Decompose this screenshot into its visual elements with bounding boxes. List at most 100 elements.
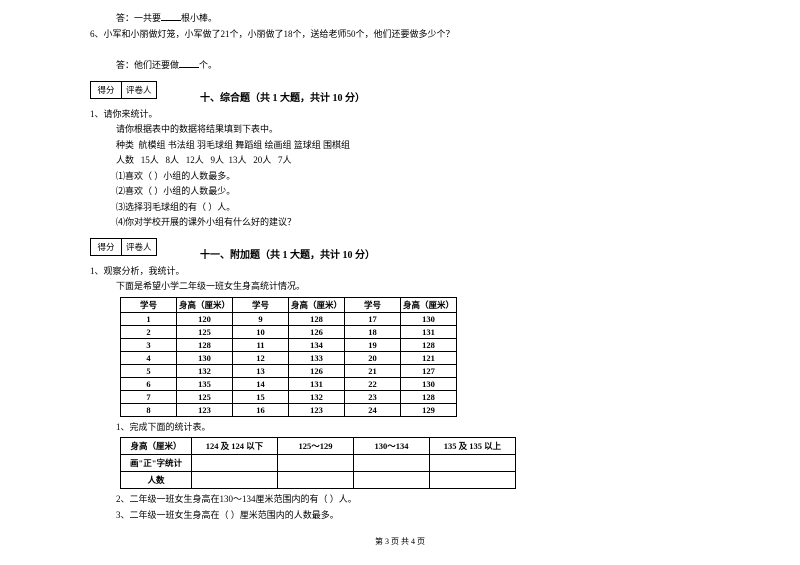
table-row: 画"正"字统计 xyxy=(121,455,516,472)
td: 123 xyxy=(177,403,233,416)
th: 学号 xyxy=(121,297,177,312)
td: 3 xyxy=(121,338,177,351)
s11-sub3: 3、二年级一班女生身高在（ ）厘米范围内的人数最多。 xyxy=(116,509,710,523)
td: 128 xyxy=(177,338,233,351)
question-6: 6、小军和小丽做灯笼，小军做了21个，小丽做了18个，送给老师50个，他们还要做… xyxy=(90,28,710,42)
td: 123 xyxy=(289,403,345,416)
s10-q1a: 请你根据表中的数据将结果填到下表中。 xyxy=(116,123,710,137)
td: 128 xyxy=(289,312,345,325)
td: 19 xyxy=(345,338,401,351)
blank-field xyxy=(179,57,199,68)
td: 23 xyxy=(345,390,401,403)
td: 120 xyxy=(177,312,233,325)
s10-nums: 人数 15人 8人 12人 9人 13人 20人 7人 xyxy=(116,154,710,168)
section-10-title: 十、综合题（共 1 大题，共计 10 分） xyxy=(200,91,710,106)
page-content: 答：一共要 根小棒。 6、小军和小丽做灯笼，小军做了21个，小丽做了18个，送给老… xyxy=(0,0,800,547)
td: 13 xyxy=(233,364,289,377)
td: 22 xyxy=(345,377,401,390)
td: 134 xyxy=(289,338,345,351)
td: 131 xyxy=(401,325,457,338)
score-cell-grader: 评卷人 xyxy=(122,239,156,255)
th: 130～134 xyxy=(354,438,430,455)
td xyxy=(430,455,516,472)
table-row: 身高（厘米） 124 及 124 以下 125～129 130～134 135 … xyxy=(121,438,516,455)
th: 学号 xyxy=(345,297,401,312)
s11-q1a: 下面是希望小学二年级一班女生身高统计情况。 xyxy=(116,280,710,294)
table-row: 21251012618131 xyxy=(121,325,457,338)
td: 121 xyxy=(401,351,457,364)
td: 20 xyxy=(345,351,401,364)
td: 2 xyxy=(121,325,177,338)
table-header-row: 学号 身高（厘米） 学号 身高（厘米） 学号 身高（厘米） xyxy=(121,297,457,312)
th: 125～129 xyxy=(278,438,354,455)
td: 1 xyxy=(121,312,177,325)
td: 21 xyxy=(345,364,401,377)
td: 132 xyxy=(177,364,233,377)
td: 132 xyxy=(289,390,345,403)
score-box: 得分 评卷人 xyxy=(90,81,157,99)
td: 6 xyxy=(121,377,177,390)
ans1-prefix: 答：一共要 xyxy=(116,13,161,23)
th: 124 及 124 以下 xyxy=(192,438,278,455)
td: 8 xyxy=(121,403,177,416)
td: 128 xyxy=(401,390,457,403)
th: 身高（厘米） xyxy=(121,438,192,455)
table-row: 61351413122130 xyxy=(121,377,457,390)
s11-q1: 1、观察分析，我统计。 xyxy=(90,265,710,279)
td: 135 xyxy=(177,377,233,390)
td: 17 xyxy=(345,312,401,325)
td: 10 xyxy=(233,325,289,338)
th: 身高（厘米） xyxy=(289,297,345,312)
table-row: 41301213320121 xyxy=(121,351,457,364)
td xyxy=(354,472,430,489)
td: 5 xyxy=(121,364,177,377)
th: 人数 xyxy=(121,472,192,489)
s10-i1: ⑴喜欢（ ）小组的人数最多。 xyxy=(116,170,710,184)
ans1-suffix: 根小棒。 xyxy=(181,13,217,23)
table-row: 31281113419128 xyxy=(121,338,457,351)
td: 130 xyxy=(177,351,233,364)
s10-q1: 1、请你来统计。 xyxy=(90,108,710,122)
score-cell-grader: 评卷人 xyxy=(122,82,156,98)
td: 126 xyxy=(289,325,345,338)
blank-field xyxy=(161,10,181,21)
s10-types: 种类 航模组 书法组 羽毛球组 舞蹈组 绘画组 篮球组 围棋组 xyxy=(116,139,710,153)
s10-i4: ⑷你对学校开展的课外小组有什么好的建议？ xyxy=(116,216,710,230)
table-row: 81231612324129 xyxy=(121,403,457,416)
ans2-prefix: 答：他们还要做 xyxy=(116,60,179,70)
th: 画"正"字统计 xyxy=(121,455,192,472)
td: 4 xyxy=(121,351,177,364)
td: 128 xyxy=(401,338,457,351)
td: 130 xyxy=(401,377,457,390)
score-cell-score: 得分 xyxy=(91,82,122,98)
s10-i3: ⑶选择羽毛球组的有（ ）人。 xyxy=(116,201,710,215)
table-row: 51321312621127 xyxy=(121,364,457,377)
section-11-title: 十一、附加题（共 1 大题，共计 10 分） xyxy=(200,248,710,263)
td: 131 xyxy=(289,377,345,390)
score-cell-score: 得分 xyxy=(91,239,122,255)
td: 7 xyxy=(121,390,177,403)
s10-i2: ⑵喜欢（ ）小组的人数最少。 xyxy=(116,185,710,199)
td: 12 xyxy=(233,351,289,364)
td: 24 xyxy=(345,403,401,416)
td xyxy=(278,455,354,472)
td xyxy=(278,472,354,489)
td: 129 xyxy=(401,403,457,416)
height-table: 学号 身高（厘米） 学号 身高（厘米） 学号 身高（厘米） 1120912817… xyxy=(120,297,457,417)
td xyxy=(354,455,430,472)
ans2-suffix: 个。 xyxy=(199,60,217,70)
td xyxy=(192,455,278,472)
s11-sub2: 2、二年级一班女生身高在130～134厘米范围内的有（ ）人。 xyxy=(116,493,710,507)
td: 130 xyxy=(401,312,457,325)
th: 身高（厘米） xyxy=(401,297,457,312)
td: 18 xyxy=(345,325,401,338)
s11-sub1: 1、完成下面的统计表。 xyxy=(116,421,710,435)
td xyxy=(192,472,278,489)
th: 学号 xyxy=(233,297,289,312)
table-row: 71251513223128 xyxy=(121,390,457,403)
table-row: 人数 xyxy=(121,472,516,489)
td xyxy=(430,472,516,489)
td: 16 xyxy=(233,403,289,416)
td: 125 xyxy=(177,325,233,338)
td: 125 xyxy=(177,390,233,403)
